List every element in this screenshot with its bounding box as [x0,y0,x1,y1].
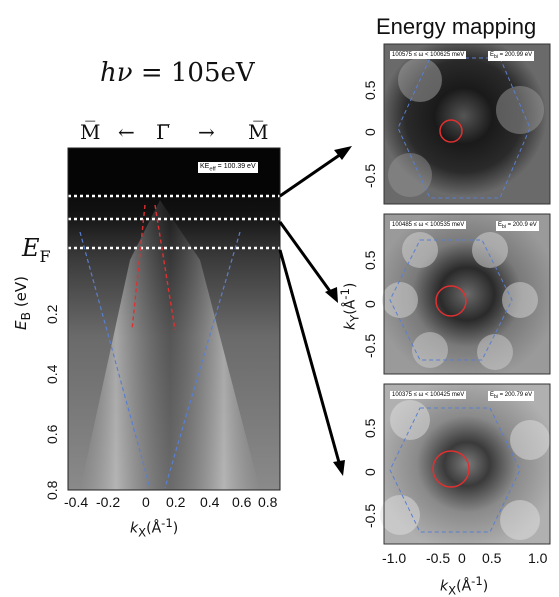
map-3-bright-spot-2 [510,420,550,460]
map-xtick-0: 0 [458,550,466,566]
band-xtick-m0.2: -0.2 [96,494,121,510]
band-xtick-0.8: 0.8 [258,494,278,510]
map-2-ytick-m0.5: -0.5 [362,333,378,358]
k-path-labels: M̅ ← Γ̅ → M̅ [70,120,290,148]
map-2-bright-spot-2 [472,232,508,268]
map-xlabel: kX(Å-1) [440,574,489,597]
band-xtick-0: 0 [142,494,150,510]
map-2-bright-spot-1 [402,232,438,268]
band-plot-frame [67,147,281,491]
band-xtick-0.4: 0.4 [200,494,220,510]
arrow-head-1 [334,146,352,160]
band-ytick-0.4: 0.4 [44,364,60,384]
map-2-bright-spot-5 [412,332,448,368]
energy-map-3 [380,383,551,545]
map-3-red-circle [432,450,470,488]
map-3-bright-spot-1 [390,400,430,440]
kpath-gamma: Γ̅ [156,120,170,144]
map-2-bright-spot-4 [382,282,418,318]
ke-eff-label: KEeff = 100.39 eV [198,162,258,174]
energy-map-1 [383,43,551,205]
map-2-ytick-0: 0 [362,300,378,308]
map-2-bright-spot-6 [477,334,513,370]
band-xtick-m0.4: -0.4 [64,494,89,510]
band-ytick-0.6: 0.6 [44,424,60,444]
map-3-frame [383,383,551,545]
map-2-bright-spot-3 [502,282,538,318]
map-2-brillouin-zone [389,239,513,361]
map-3-brillouin-zone [389,407,521,533]
map-2-red-circle [435,285,467,317]
kpath-arrow-right: → [198,120,215,144]
map-3-bright-spot-3 [380,495,420,535]
map-3-range-label: 100375 ≤ ω < 100425 meV [390,391,467,399]
energy-map-2 [382,213,551,375]
band-xlabel: kX(Å-1) [130,516,179,540]
map-xtick-1.0: 1.0 [528,550,548,566]
band-xtick-0.6: 0.6 [232,494,252,510]
blue-dashed-band-left [79,231,151,489]
energy-mapping-title: Energy mapping [376,14,537,39]
map-ylabel: kY(Å-1) [338,282,362,330]
arrow-to-map-3 [278,249,342,467]
kpath-m-right: M̅ [248,120,269,144]
map-1-bright-spot-3 [388,153,432,197]
map-1-frame [383,43,551,205]
map-xtick-0.5: 0.5 [482,550,502,566]
arrow-to-map-2 [278,221,334,295]
map-2-range-label: 100485 ≤ ω < 100535 meV [390,221,467,229]
band-ytick-0.8: 0.8 [44,480,60,500]
red-dashed-band-right [154,204,176,331]
map-1-energy-label: Ebi = 200.99 eV [488,51,535,62]
map-1-ytick-0.5: 0.5 [362,80,378,100]
band-xtick-0.2: 0.2 [166,494,186,510]
band-ylabel: EB (eV) [12,275,33,330]
arrow-head-2 [325,287,338,303]
arrow-to-map-1 [279,150,345,198]
map-3-bright-spot-4 [500,500,540,540]
photon-energy-title: hν = 105eV [100,58,255,88]
map-xtick-m0.5: -0.5 [426,550,451,566]
map-2-frame [383,213,551,375]
band-plot [67,147,281,491]
map-3-energy-label: Ebi = 200.79 eV [488,391,535,402]
map-1-red-circle [439,119,463,143]
map-3-ytick-0: 0 [362,468,378,476]
map-1-bright-spot-2 [496,86,544,134]
map-3-ytick-m0.5: -0.5 [362,503,378,528]
kpath-arrow-left: ← [118,120,135,144]
map-2-ytick-0.5: 0.5 [362,250,378,270]
map-1-ytick-0: 0 [362,128,378,136]
blue-dashed-band-right [164,231,241,489]
band-ytick-0.2: 0.2 [44,304,60,324]
arrows [278,146,352,476]
kpath-m-left: M̅ [80,120,101,144]
map-1-range-label: 100575 ≤ ω < 100625 meV [390,51,467,59]
map-2-energy-label: Ebi = 200.9 eV [496,221,539,232]
map-1-ytick-m0.5: -0.5 [362,163,378,188]
map-xtick-m1.0: -1.0 [382,550,407,566]
arrow-head-3 [333,460,345,476]
band-v-shape [80,200,260,490]
map-3-ytick-0.5: 0.5 [362,418,378,438]
fermi-level-label: EF [22,234,51,266]
